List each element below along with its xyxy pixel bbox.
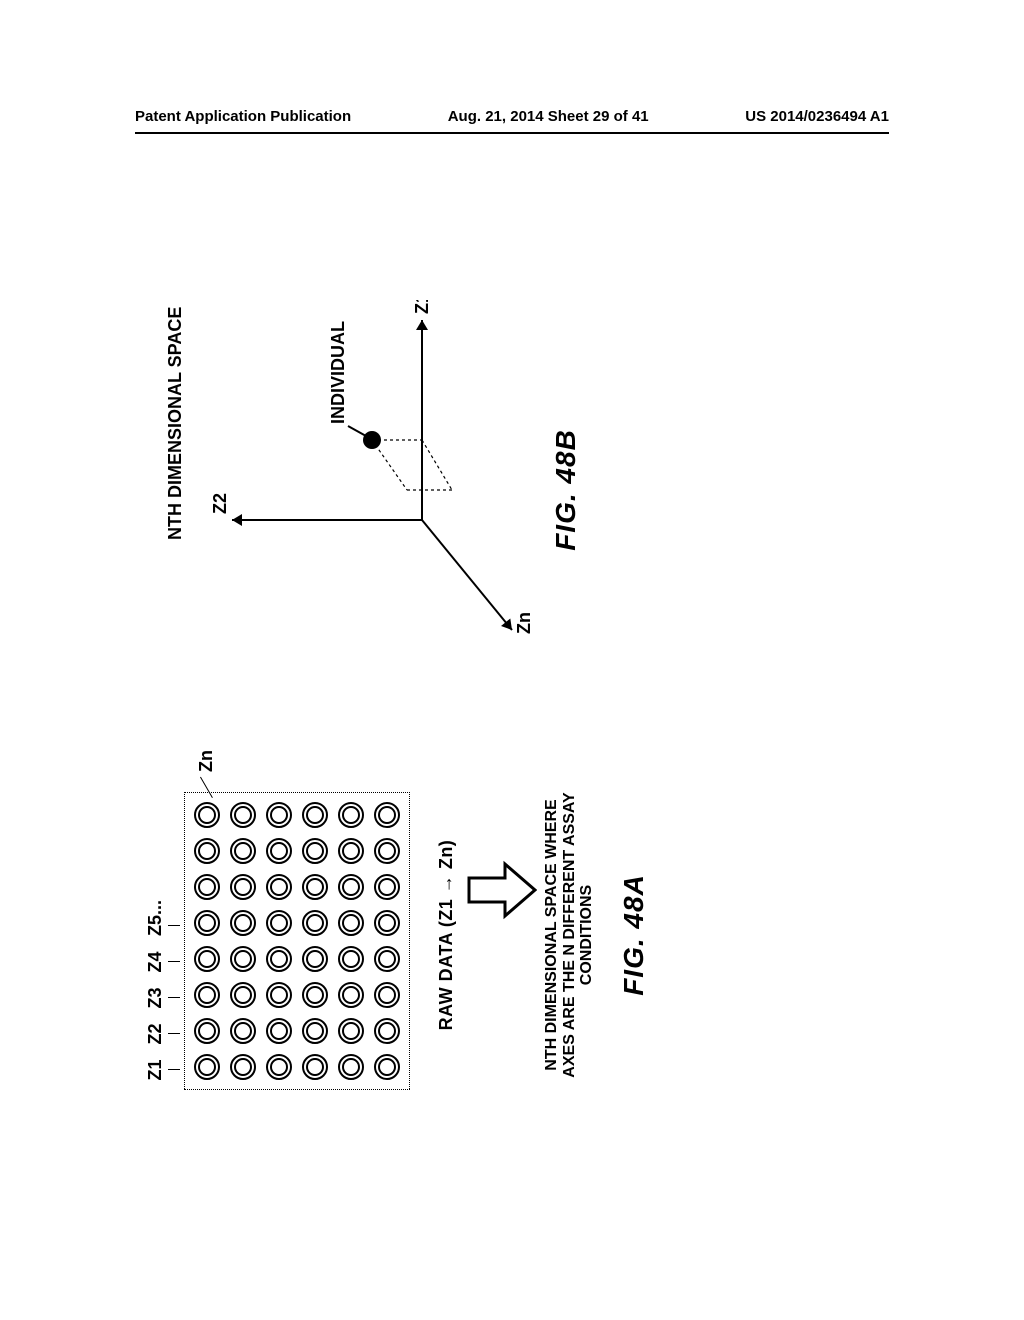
fig-48b: NTH DIMENSIONAL SPACE Z2 Z1 Zn INDIVIDUAL F…: [165, 280, 582, 660]
well: [265, 981, 293, 1009]
well: [373, 909, 401, 937]
well: [193, 1053, 221, 1081]
well: [265, 945, 293, 973]
space-desc-line1: NTH DIMENSIONAL SPACE WHERE: [543, 780, 561, 1090]
plate-column-labels: Z1 Z2 Z3 Z4 Z5...: [145, 690, 166, 1082]
well: [373, 981, 401, 1009]
col-label-z4: Z4: [145, 950, 166, 974]
well: [193, 801, 221, 829]
patent-page: Patent Application Publication Aug. 21, …: [0, 0, 1024, 1320]
figure-area: Z1 Z2 Z3 Z4 Z5... Zn RAW DATA (Z1 → Zn): [135, 270, 889, 1150]
well: [229, 801, 257, 829]
well: [337, 1053, 365, 1081]
well: [265, 909, 293, 937]
well: [337, 1017, 365, 1045]
well: [265, 873, 293, 901]
well: [193, 909, 221, 937]
well: [301, 945, 329, 973]
col-label-z5: Z5...: [145, 898, 166, 938]
nth-dimensional-title: NTH DIMENSIONAL SPACE: [165, 280, 186, 540]
well-plate: [184, 792, 410, 1090]
well: [337, 873, 365, 901]
space-desc-line2: AXES ARE THE N DIFFERENT ASSAY: [561, 780, 579, 1090]
well: [301, 909, 329, 937]
well: [373, 801, 401, 829]
header-left: Patent Application Publication: [135, 108, 351, 132]
header-center: Aug. 21, 2014 Sheet 29 of 41: [448, 108, 649, 132]
well: [229, 873, 257, 901]
well: [337, 945, 365, 973]
well: [229, 981, 257, 1009]
individual-point: [363, 431, 381, 449]
well: [373, 1053, 401, 1081]
col-label-z2: Z2: [145, 1022, 166, 1046]
space-desc-line3: CONDITIONS: [578, 780, 596, 1090]
fig-48a-label: FIG. 48A: [618, 780, 650, 1090]
well: [193, 1017, 221, 1045]
well: [229, 945, 257, 973]
well: [265, 1017, 293, 1045]
plate-column-leaders: [168, 690, 182, 1082]
well: [301, 1017, 329, 1045]
well: [193, 981, 221, 1009]
col-label-z1: Z1: [145, 1058, 166, 1082]
well: [193, 837, 221, 865]
axes-3d-diagram: Z2 Z1 Zn INDIVIDUAL: [192, 300, 532, 660]
well: [265, 801, 293, 829]
well: [229, 909, 257, 937]
fig-48b-label: FIG. 48B: [550, 320, 582, 660]
well: [301, 837, 329, 865]
well: [301, 873, 329, 901]
svg-text:Z1: Z1: [412, 300, 432, 314]
well: [337, 801, 365, 829]
well: [229, 1053, 257, 1081]
well: [373, 945, 401, 973]
header-right: US 2014/0236494 A1: [745, 108, 889, 132]
svg-text:INDIVIDUAL: INDIVIDUAL: [328, 321, 348, 424]
well: [373, 837, 401, 865]
raw-data-label: RAW DATA (Z1 → Zn): [436, 780, 457, 1090]
fig-48a: Z1 Z2 Z3 Z4 Z5... Zn RAW DATA (Z1 → Zn): [145, 690, 650, 1090]
page-header: Patent Application Publication Aug. 21, …: [135, 108, 889, 134]
rotated-figure-group: Z1 Z2 Z3 Z4 Z5... Zn RAW DATA (Z1 → Zn): [135, 270, 725, 1090]
well: [301, 801, 329, 829]
well: [229, 1017, 257, 1045]
well: [373, 873, 401, 901]
nth-space-description: NTH DIMENSIONAL SPACE WHERE AXES ARE THE…: [543, 780, 596, 1090]
well: [265, 837, 293, 865]
well: [337, 837, 365, 865]
svg-text:Z2: Z2: [210, 493, 230, 514]
well: [373, 1017, 401, 1045]
well: [337, 981, 365, 1009]
zn-label: Zn: [196, 750, 217, 772]
well: [193, 873, 221, 901]
well: [337, 909, 365, 937]
well: [229, 837, 257, 865]
down-arrow-icon: [467, 860, 537, 920]
col-label-z3: Z3: [145, 986, 166, 1010]
well: [265, 1053, 293, 1081]
well: [193, 945, 221, 973]
well: [301, 1053, 329, 1081]
svg-text:Zn: Zn: [514, 612, 532, 634]
well: [301, 981, 329, 1009]
